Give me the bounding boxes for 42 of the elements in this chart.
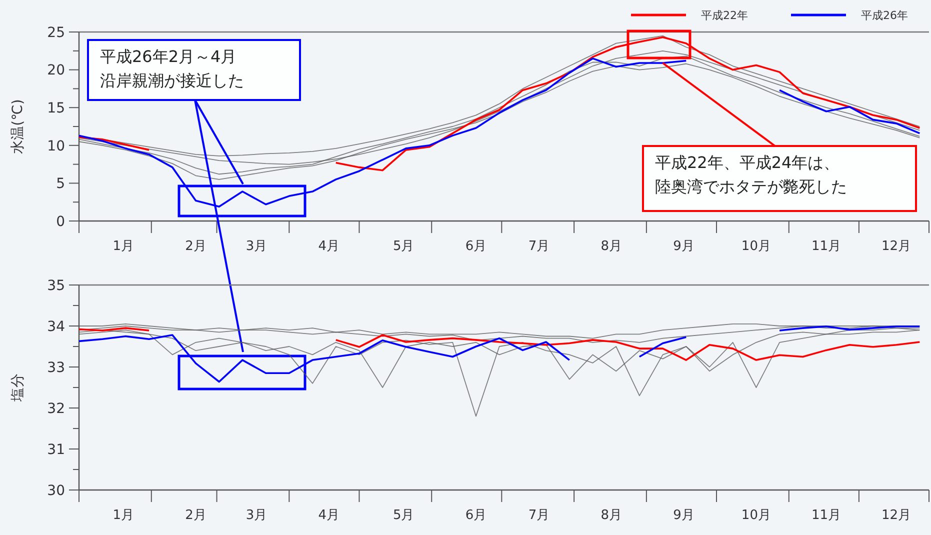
y-tick-label: 30 [47,482,65,499]
y-tick-label: 20 [47,62,65,79]
x-tick-label: 9月 [673,239,694,254]
x-tick-label: 11月 [811,508,842,523]
y-tick-label: 32 [47,400,65,417]
x-tick-label: 6月 [465,508,487,523]
x-tick-label: 11月 [811,239,842,254]
legend-label: 平成26年 [861,8,908,22]
annotation: 平成22年、平成24年は、陸奥湾でホタテが斃死した [655,153,847,196]
x-tick-label: 7月 [528,508,550,523]
x-tick-label: 8月 [600,508,622,523]
y-tick-label: 25 [47,24,65,41]
y-axis-title: 塩分 [10,374,26,402]
x-tick-label: 2月 [185,508,206,523]
x-tick-label: 1月 [112,239,134,254]
annotation: 平成26年2月～4月沿岸親潮が接近した [100,47,244,90]
x-tick-label: 5月 [392,508,414,523]
y-tick-label: 5 [56,176,65,192]
y-tick-label: 0 [56,214,65,230]
x-tick-label: 1月 [112,508,134,523]
x-tick-label: 3月 [246,239,268,254]
x-tick-label: 12月 [882,239,912,254]
x-tick-label: 9月 [673,508,694,523]
y-tick-label: 34 [47,318,66,335]
x-tick-label: 2月 [185,239,206,254]
x-tick-label: 10月 [741,239,771,254]
y-tick-label: 15 [47,100,65,116]
legend-label: 平成22年 [701,8,748,22]
y-tick-label: 31 [47,442,65,458]
x-tick-label: 3月 [246,508,268,523]
x-tick-label: 10月 [741,508,771,523]
y-tick-label: 10 [47,138,65,154]
x-tick-label: 5月 [392,239,414,254]
x-tick-label: 12月 [882,508,912,523]
x-tick-label: 7月 [528,239,550,254]
x-tick-label: 6月 [465,239,487,254]
y-tick-label: 35 [47,278,65,294]
x-tick-label: 8月 [600,239,622,254]
y-axis-title: 水温(℃) [10,99,26,154]
x-tick-label: 4月 [318,508,340,523]
y-tick-label: 33 [47,360,65,376]
x-tick-label: 4月 [318,239,340,254]
